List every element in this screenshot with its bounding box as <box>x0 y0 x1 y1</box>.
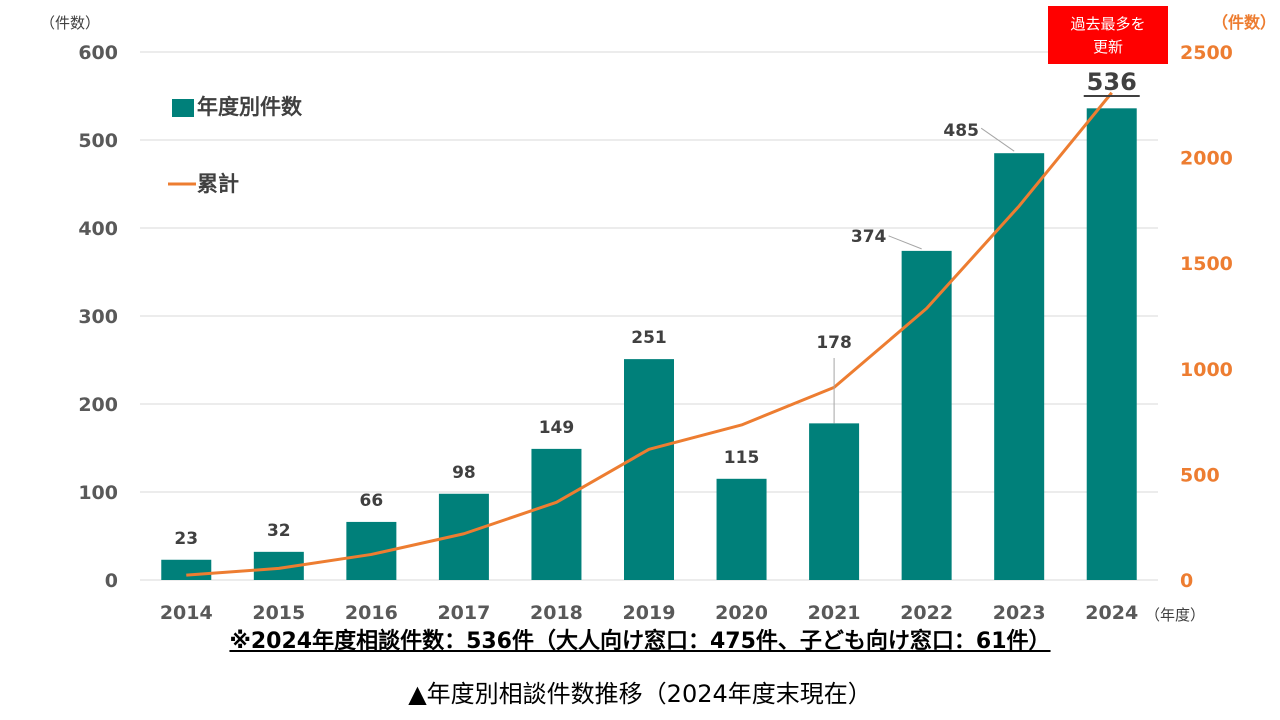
y2-tick-label: 0 <box>1180 570 1193 592</box>
x-tick-label: 2018 <box>530 602 583 624</box>
summary-note: ※2024年度相談件数：536件（大人向け窓口：475件、子ども向け窓口：61件… <box>229 629 1051 654</box>
bar <box>624 359 674 580</box>
data-label: 178 <box>816 333 852 353</box>
y-tick-label: 400 <box>78 218 118 240</box>
data-label: 66 <box>360 491 384 511</box>
legend-bar-label: 年度別件数 <box>197 95 303 119</box>
data-label: 149 <box>539 418 575 438</box>
y-tick-label: 500 <box>78 130 118 152</box>
x-axis-ticks: 2014 2015 2016 2017 2018 2019 2020 2021 2022 2023… <box>160 602 1138 624</box>
x-tick-label: 2015 <box>252 602 305 624</box>
data-label: 536 <box>1087 68 1137 96</box>
x-axis-unit: （年度） <box>1145 606 1205 624</box>
y-tick-label: 600 <box>78 42 118 64</box>
y-tick-label: 100 <box>78 482 118 504</box>
leader-line <box>980 127 1015 152</box>
record-badge-line1: 過去最多を <box>1070 15 1145 33</box>
x-tick-label: 2019 <box>623 602 676 624</box>
bar <box>161 559 212 580</box>
data-label: 251 <box>631 328 667 348</box>
x-tick-label: 2016 <box>345 602 398 624</box>
x-tick-label: 2020 <box>715 602 768 624</box>
y2-tick-label: 2000 <box>1180 148 1233 170</box>
x-tick-label: 2017 <box>437 602 490 624</box>
y2-tick-label: 1500 <box>1180 253 1233 275</box>
left-axis-unit: （件数） <box>40 14 100 32</box>
figure-caption: ▲年度別相談件数推移（2024年度末現在） <box>408 680 872 708</box>
y-tick-label: 300 <box>78 306 118 328</box>
y-tick-label: 0 <box>105 570 118 592</box>
y-tick-label: 200 <box>78 394 118 416</box>
x-tick-label: 2024 <box>1085 602 1138 624</box>
bar <box>809 423 860 580</box>
leader-line <box>888 235 922 250</box>
data-label: 115 <box>724 448 760 468</box>
left-axis-ticks: 0 100 200 300 400 500 600 <box>78 42 118 592</box>
right-axis-unit: （件数） <box>1212 13 1276 32</box>
data-label: 485 <box>943 121 979 141</box>
x-tick-label: 2021 <box>808 602 861 624</box>
y2-tick-label: 2500 <box>1180 42 1233 64</box>
data-label: 23 <box>174 529 198 549</box>
bar <box>531 448 582 580</box>
bar <box>901 250 952 580</box>
bar <box>1086 108 1137 580</box>
gridlines <box>140 51 1158 581</box>
legend-bar-swatch <box>172 99 194 117</box>
data-label: 98 <box>452 463 476 483</box>
bar <box>716 478 767 580</box>
x-tick-label: 2023 <box>993 602 1046 624</box>
record-badge <box>1048 6 1168 64</box>
x-tick-label: 2022 <box>900 602 953 624</box>
y2-tick-label: 1000 <box>1180 359 1233 381</box>
y2-tick-label: 500 <box>1180 464 1220 486</box>
x-tick-label: 2014 <box>160 602 213 624</box>
line-series <box>186 91 1113 577</box>
data-label: 374 <box>851 227 887 247</box>
data-labels: 23 32 66 98 149 251 115 178 374 485 536 <box>174 68 1140 549</box>
data-label: 32 <box>267 521 291 541</box>
right-axis-ticks: 0 500 1000 1500 2000 2500 <box>1180 42 1233 592</box>
bar-series <box>161 108 1137 580</box>
bar <box>994 153 1045 580</box>
legend-line-label: 累計 <box>197 172 239 196</box>
record-badge-line2: 更新 <box>1093 38 1123 56</box>
